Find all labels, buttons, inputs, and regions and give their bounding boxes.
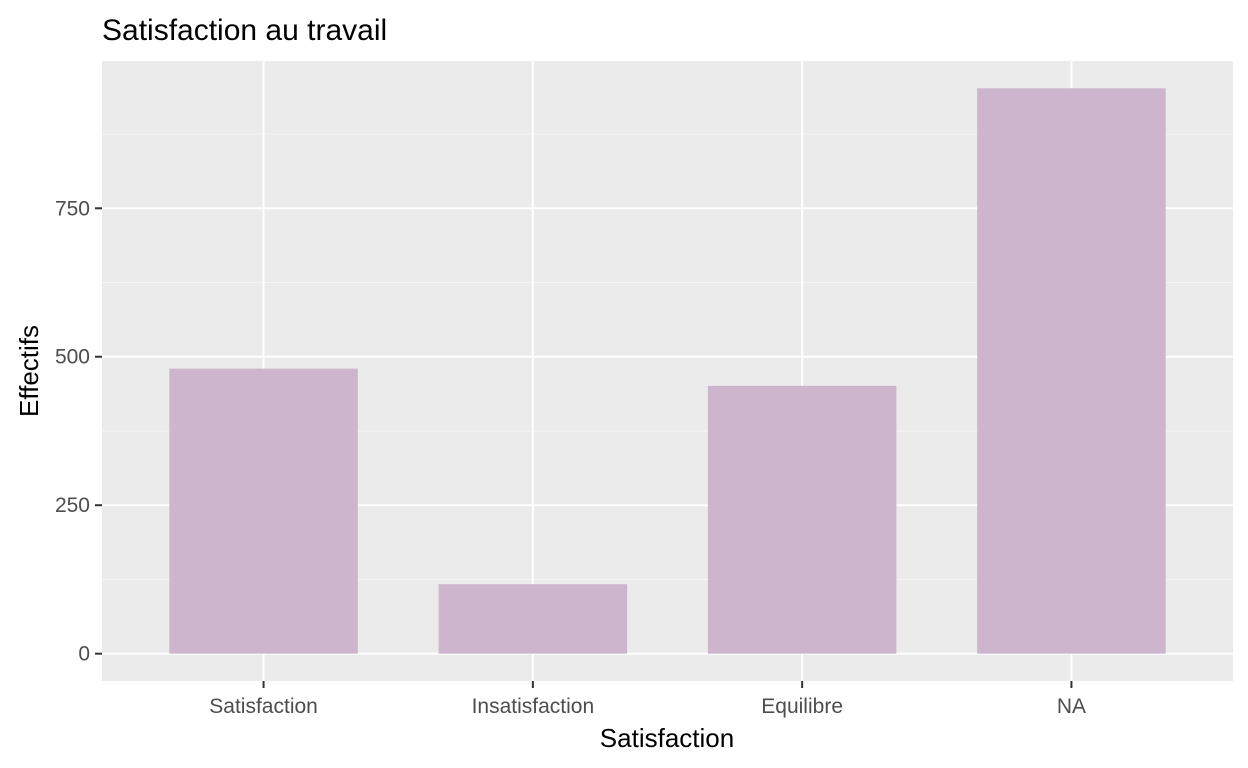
y-tick-label: 250 [55, 494, 90, 517]
x-tick-label: NA [1057, 695, 1086, 718]
axes: 0 250 500 750 Satisfaction Insatisfaction Equi… [55, 197, 1086, 718]
bar-na [977, 88, 1166, 654]
chart-title: Satisfaction au travail [102, 14, 387, 47]
y-tick-label: 500 [55, 346, 90, 369]
x-tick-label: Equilibre [761, 695, 843, 718]
y-tick-label: 750 [55, 197, 90, 220]
bar-satisfaction [169, 368, 358, 654]
bar-insatisfaction [438, 584, 628, 654]
bar-equilibre [707, 385, 897, 654]
x-tick-label: Satisfaction [209, 695, 318, 718]
bars [169, 88, 1166, 654]
x-axis-title: Satisfaction [600, 723, 734, 753]
y-tick-label: 0 [78, 643, 90, 666]
y-axis-title: Effectifs [14, 325, 44, 417]
x-tick-label: Insatisfaction [472, 695, 595, 718]
